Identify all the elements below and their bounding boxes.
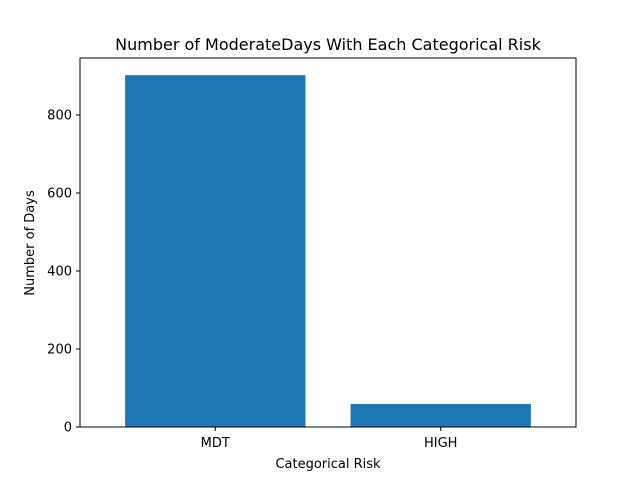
x-axis-label: Categorical Risk (275, 457, 381, 472)
y-tick-label: 200 (47, 342, 72, 357)
bar-high (350, 403, 531, 427)
y-axis-ticks: 0 200 400 600 800 (47, 108, 80, 436)
y-tick-label: 0 (64, 421, 72, 436)
x-tick-label: MDT (201, 436, 230, 451)
y-tick-label: 800 (47, 108, 72, 123)
chart-title: Number of ModerateDays With Each Categor… (115, 35, 541, 54)
plot-frame (79, 57, 577, 428)
bar-mdt (125, 75, 306, 428)
x-tick-label: HIGH (424, 436, 457, 451)
x-axis-ticks: MDT HIGH (201, 427, 457, 451)
y-tick-label: 400 (47, 264, 72, 279)
bars (125, 75, 531, 428)
y-tick-label: 600 (47, 186, 72, 201)
y-axis-label: Number of Days (23, 190, 38, 296)
